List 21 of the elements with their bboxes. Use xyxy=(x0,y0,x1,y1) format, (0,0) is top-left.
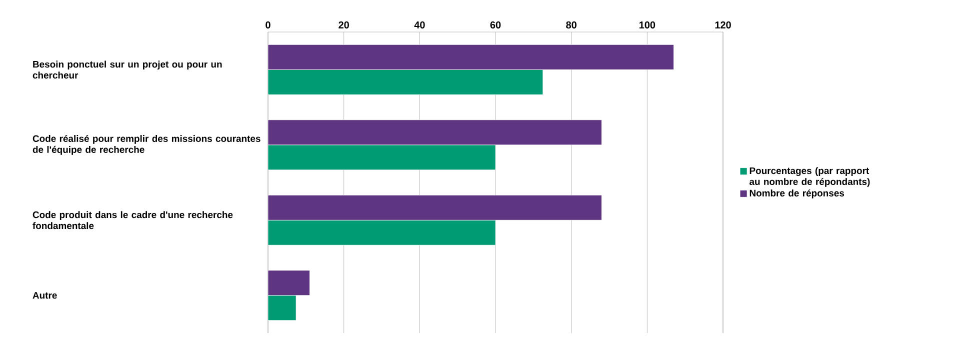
y-tick-label: Code produit dans le cadre d'une recherche fondamentale xyxy=(32,211,233,230)
bar xyxy=(268,44,674,70)
x-tick-label: 120 xyxy=(715,21,731,28)
bar xyxy=(268,69,544,95)
bar xyxy=(268,295,296,321)
bar xyxy=(268,144,496,170)
x-tick-label: 80 xyxy=(566,21,576,28)
bar xyxy=(268,270,310,296)
y-tick-label: Code réalisé pour remplir des missions courantes de l'équipe de recherche xyxy=(32,134,260,155)
bar xyxy=(268,194,602,220)
legend-label: Pourcentages (par rapport au nombre de répondants) xyxy=(750,167,870,187)
x-tick-label: 0 xyxy=(266,21,270,28)
legend-label: Nombre de réponses xyxy=(750,189,844,198)
y-tick-label: Besoin ponctuel sur un projet ou pour un chercheur xyxy=(32,60,222,79)
bar xyxy=(268,120,602,146)
y-tick-label: Autre xyxy=(32,292,57,299)
x-tick-label: 100 xyxy=(639,21,656,28)
x-tick-label: 40 xyxy=(414,21,425,28)
bar xyxy=(268,220,496,246)
x-tick-label: 20 xyxy=(338,21,349,28)
x-tick-label: 60 xyxy=(490,21,501,28)
